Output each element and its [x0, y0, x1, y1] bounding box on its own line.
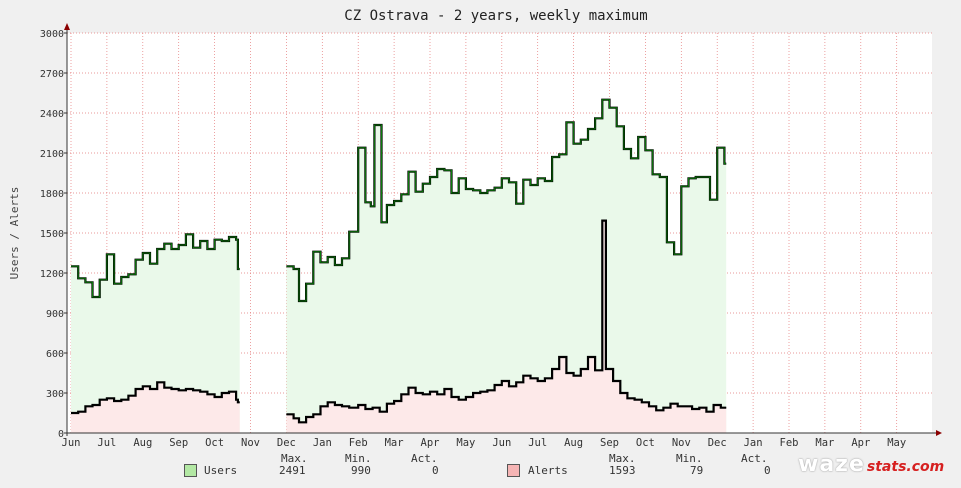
x-tick-label: Dec	[708, 437, 727, 449]
legend-swatch-alerts	[507, 464, 520, 477]
x-tick-label: Jul	[528, 437, 547, 449]
legend-label-users: Users	[204, 464, 238, 477]
x-tick-label: Oct	[205, 437, 224, 449]
chart-title: CZ Ostrava - 2 years, weekly maximum	[344, 8, 647, 24]
y-tick-label: 900	[46, 309, 64, 320]
legend-header-act: Act.	[411, 452, 438, 465]
x-axis-arrow	[936, 430, 942, 436]
x-tick-label: Jan	[744, 437, 763, 449]
x-tick-label: Mar	[385, 437, 404, 449]
x-tick-label: Nov	[672, 437, 691, 449]
y-tick-label: 1800	[40, 189, 64, 200]
series-line-alerts	[286, 220, 727, 423]
x-tick-label: Feb	[780, 437, 799, 449]
x-tick-label: Nov	[241, 437, 260, 449]
series-line-users	[286, 99, 727, 302]
x-tick-label: May	[887, 437, 906, 449]
legend-header-min: Min.	[345, 452, 372, 465]
tick-labels: 0 300 600 900 1200 1500 1800 2100 2400 2700 3000 Ju…	[40, 29, 906, 449]
legend-header-min: Min.	[676, 452, 703, 465]
x-tick-label: May	[456, 437, 475, 449]
x-tick-label: Apr	[421, 437, 440, 449]
legend-alerts-max: 1593	[609, 464, 636, 477]
x-tick-label: Oct	[636, 437, 655, 449]
axes	[64, 23, 942, 436]
y-tick-label: 300	[46, 389, 64, 400]
x-tick-label: Mar	[815, 437, 834, 449]
x-tick-label: Jun	[62, 437, 81, 449]
x-tick-label: Apr	[851, 437, 870, 449]
y-tick-label: 600	[46, 349, 64, 360]
x-tick-label: Feb	[349, 437, 368, 449]
y-tick-label: 2400	[40, 109, 64, 120]
series-line-users	[71, 233, 240, 298]
y-tick-label: 2100	[40, 149, 64, 160]
legend-users-max: 2491	[279, 464, 306, 477]
legend-swatch-users	[184, 464, 197, 477]
legend-header-act: Act.	[741, 452, 768, 465]
series-line-alerts	[71, 381, 240, 414]
series-area-alerts	[286, 220, 727, 433]
series-area-users	[286, 99, 727, 433]
legend-header-max: Max.	[281, 452, 308, 465]
legend-users-act: 0	[432, 464, 439, 477]
logo-word: waze	[798, 452, 865, 477]
x-tick-label: Jun	[492, 437, 511, 449]
series-layer	[71, 98, 727, 433]
legend-alerts-min: 79	[690, 464, 704, 477]
x-tick-label: Sep	[600, 437, 619, 449]
y-tick-label: 0	[58, 429, 64, 440]
x-tick-label: Aug	[564, 437, 583, 449]
legend-header-max: Max.	[609, 452, 636, 465]
y-axis-arrow	[64, 23, 70, 30]
y-tick-label: 1200	[40, 269, 64, 280]
legend-users-min: 990	[351, 464, 371, 477]
x-tick-label: Sep	[169, 437, 188, 449]
y-axis-label: Users / Alerts	[8, 187, 21, 280]
legend-label-alerts: Alerts	[528, 464, 568, 477]
legend-alerts-act: 0	[764, 464, 771, 477]
y-tick-label: 3000	[40, 29, 64, 40]
x-tick-label: Jul	[97, 437, 116, 449]
x-tick-label: Jan	[313, 437, 332, 449]
logo-suffix: stats.com	[866, 459, 945, 475]
wazestats-logo[interactable]: waze stats.com	[798, 452, 944, 477]
x-tick-label: Aug	[133, 437, 152, 449]
series-area-alerts	[71, 382, 240, 433]
y-tick-label: 2700	[40, 69, 64, 80]
x-tick-label: Dec	[277, 437, 296, 449]
y-tick-label: 1500	[40, 229, 64, 240]
